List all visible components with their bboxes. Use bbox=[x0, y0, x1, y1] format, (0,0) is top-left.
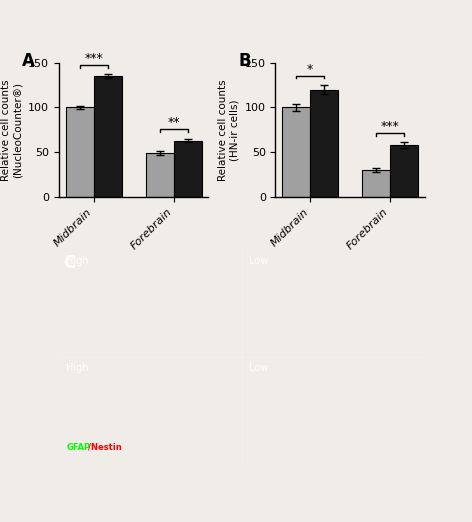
Bar bbox=[94, 76, 122, 197]
Bar bbox=[390, 145, 418, 197]
Text: B: B bbox=[238, 52, 251, 70]
Bar bbox=[146, 153, 174, 197]
Text: Low: Low bbox=[249, 363, 269, 373]
Text: A: A bbox=[22, 52, 34, 70]
Text: *: * bbox=[307, 63, 313, 76]
Y-axis label: Relative cell counts
(NucleoCounter®): Relative cell counts (NucleoCounter®) bbox=[1, 79, 23, 181]
Text: High: High bbox=[66, 256, 89, 266]
Text: /Nestin: /Nestin bbox=[88, 443, 122, 452]
Y-axis label: Relative cell counts
(HN-ir cells): Relative cell counts (HN-ir cells) bbox=[218, 79, 239, 181]
Text: High: High bbox=[66, 363, 89, 373]
Bar bbox=[66, 108, 94, 197]
Text: ***: *** bbox=[381, 120, 399, 133]
Text: GFAP: GFAP bbox=[66, 443, 91, 452]
Bar bbox=[174, 140, 202, 197]
Bar bbox=[282, 108, 310, 197]
Text: Low: Low bbox=[249, 256, 269, 266]
Text: C: C bbox=[63, 254, 75, 272]
Bar bbox=[362, 170, 390, 197]
Text: **: ** bbox=[168, 116, 180, 129]
Bar bbox=[310, 90, 338, 197]
Text: ***: *** bbox=[84, 52, 103, 65]
